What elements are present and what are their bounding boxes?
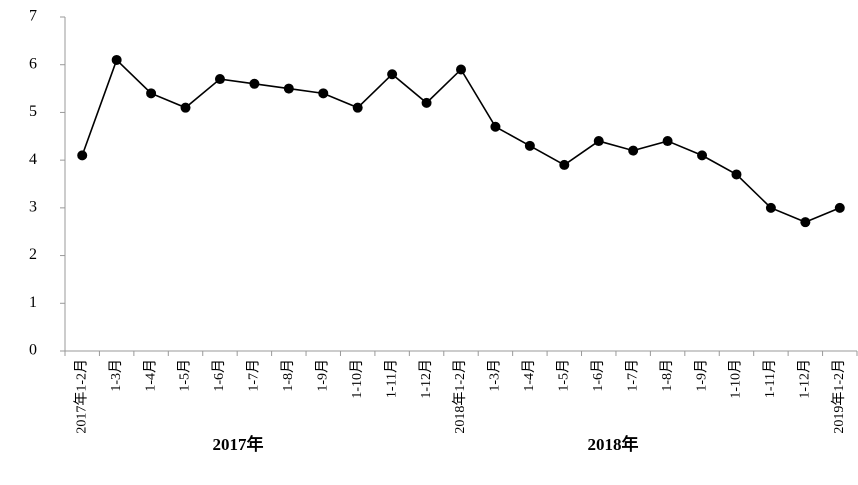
point xyxy=(318,88,329,99)
point xyxy=(593,136,604,147)
x-tick-label: 2018年1-2月 xyxy=(452,359,468,434)
point xyxy=(490,121,501,132)
y-tick-label: 7 xyxy=(29,8,37,25)
x-tick-label: 1-8月 xyxy=(659,359,675,392)
point xyxy=(524,140,535,151)
group-label: 2018年 xyxy=(588,434,639,454)
x-tick-label: 1-12月 xyxy=(797,359,813,399)
y-tick-label: 0 xyxy=(29,342,37,359)
point xyxy=(834,202,845,213)
y-tick-label: 6 xyxy=(29,55,37,72)
point xyxy=(352,102,363,113)
y-tick-label: 3 xyxy=(29,199,37,216)
point xyxy=(628,145,639,156)
x-tick-label: 1-4月 xyxy=(142,359,158,392)
x-tick-label: 1-12月 xyxy=(418,359,434,399)
point xyxy=(421,97,432,108)
point xyxy=(697,150,708,161)
x-tick-label: 1-10月 xyxy=(728,359,744,399)
group-label: 2017年 xyxy=(213,434,264,454)
point xyxy=(387,69,398,80)
point xyxy=(111,54,122,65)
point xyxy=(146,88,157,99)
x-tick-label: 1-3月 xyxy=(108,359,124,392)
y-tick-label: 1 xyxy=(29,294,37,311)
x-tick-label: 1-5月 xyxy=(556,359,572,392)
x-tick-label: 1-11月 xyxy=(762,359,778,398)
x-tick-label: 1-10月 xyxy=(349,359,365,399)
point xyxy=(180,102,191,113)
x-tick-label: 1-6月 xyxy=(211,359,227,392)
y-tick-label: 5 xyxy=(29,103,37,120)
point xyxy=(662,136,673,147)
x-tick-label: 1-6月 xyxy=(590,359,606,392)
x-tick-label: 1-8月 xyxy=(280,359,296,392)
point xyxy=(77,150,88,161)
x-tick-label: 2017年1-2月 xyxy=(73,359,89,434)
point xyxy=(249,78,260,89)
y-tick-label: 4 xyxy=(29,151,37,168)
point xyxy=(456,64,466,75)
x-tick-label: 1-9月 xyxy=(314,359,330,392)
x-tick-label: 1-4月 xyxy=(521,359,537,392)
x-tick-label: 1-9月 xyxy=(693,359,709,392)
point xyxy=(765,202,776,213)
line xyxy=(81,58,841,224)
x-tick-label: 1-7月 xyxy=(246,359,262,392)
y-tick-label: 2 xyxy=(29,246,37,263)
x-tick-label: 2019年1-2月 xyxy=(831,359,847,434)
x-tick-label: 1-3月 xyxy=(487,359,503,392)
point xyxy=(731,169,742,180)
point xyxy=(800,217,811,228)
x-tick-label: 1-5月 xyxy=(177,359,193,392)
point xyxy=(283,83,294,94)
x-tick-label: 1-7月 xyxy=(624,359,640,392)
point xyxy=(214,74,225,85)
point xyxy=(559,159,570,170)
x-tick-label: 1-11月 xyxy=(383,359,399,398)
